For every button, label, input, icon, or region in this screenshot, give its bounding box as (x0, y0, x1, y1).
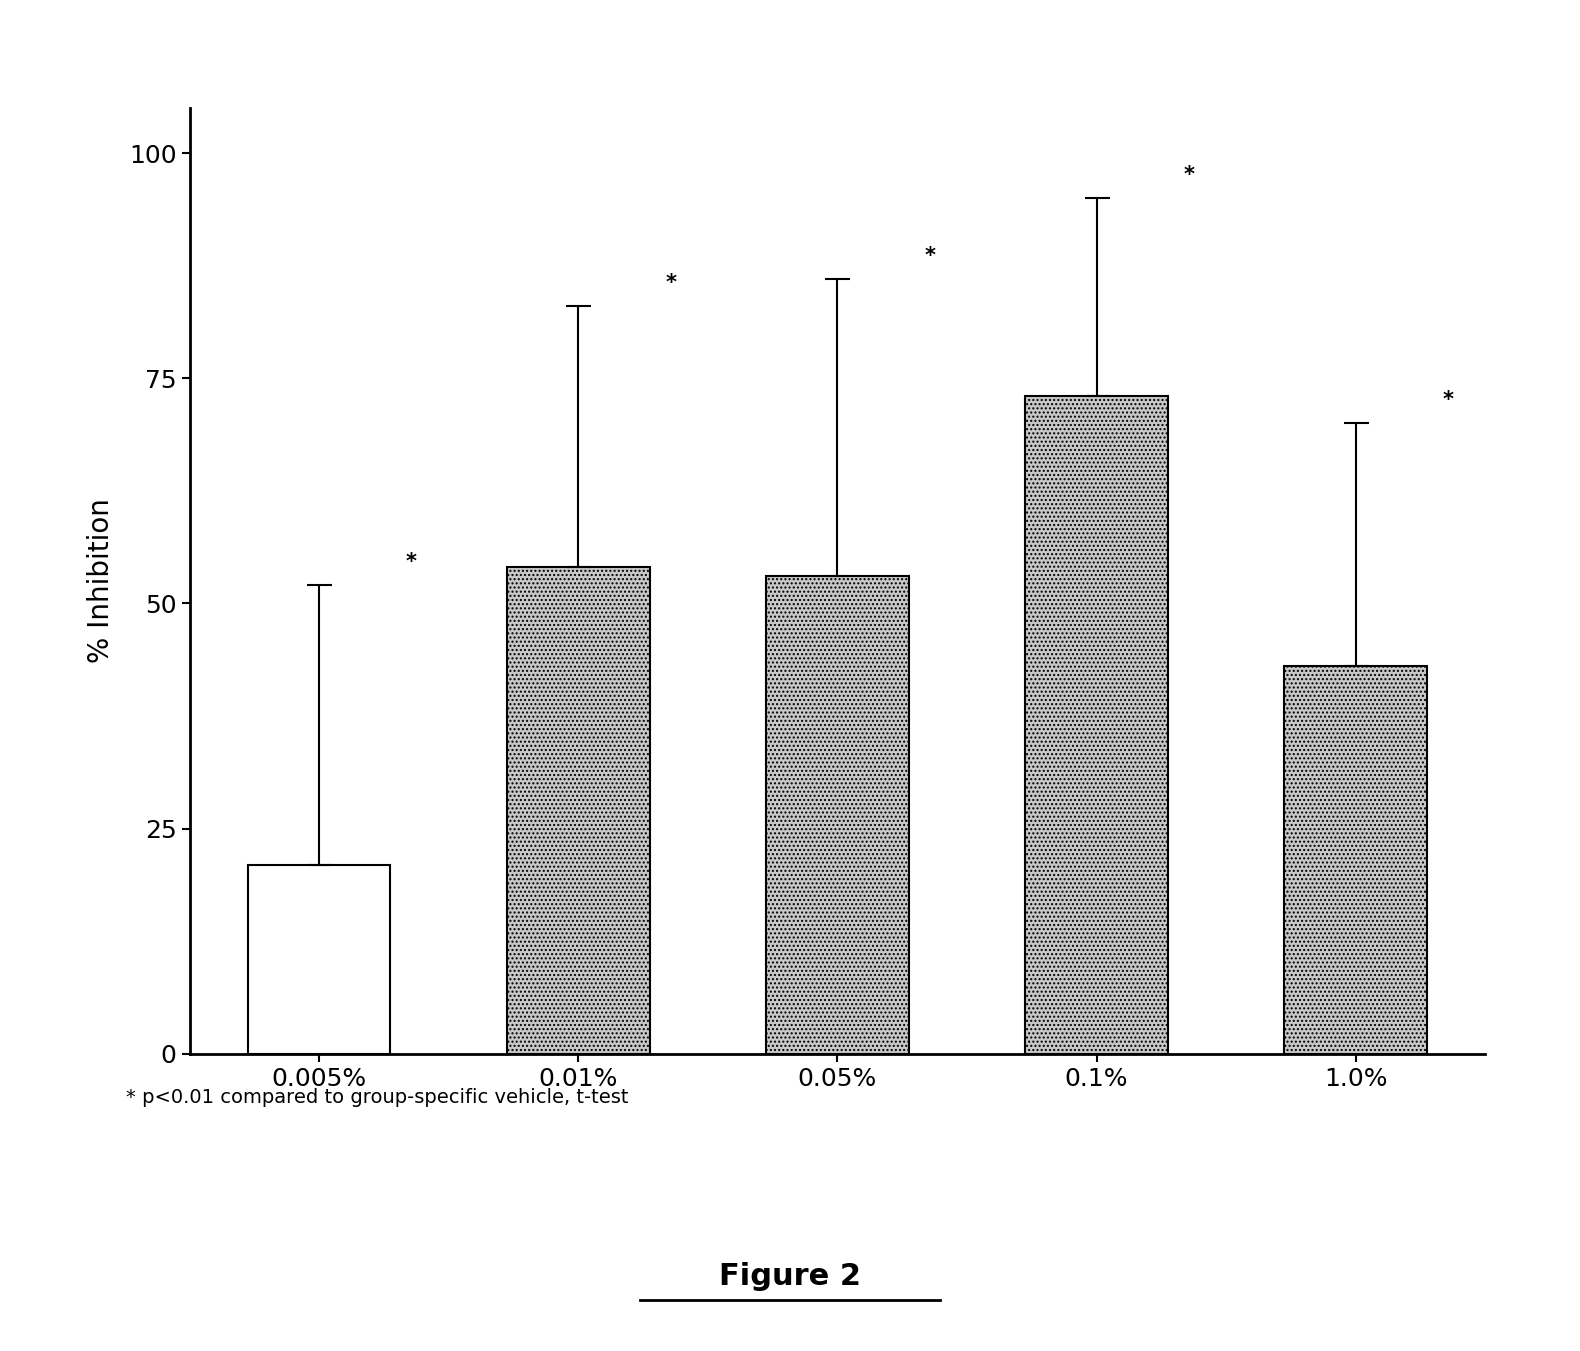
Bar (1285, 666, 1427, 1054)
Bar (248, 865, 390, 1054)
Bar (766, 577, 908, 1054)
Text: *: * (1183, 165, 1194, 185)
Text: *: * (665, 273, 676, 293)
Text: * p<0.01 compared to group-specific vehicle, t-test: * p<0.01 compared to group-specific vehi… (126, 1088, 629, 1106)
Text: *: * (406, 553, 417, 571)
Text: Figure 2: Figure 2 (719, 1262, 861, 1292)
Bar (507, 567, 649, 1054)
Y-axis label: % Inhibition: % Inhibition (87, 499, 115, 663)
Bar (1025, 396, 1168, 1054)
Text: *: * (924, 246, 935, 266)
Text: *: * (1443, 390, 1454, 409)
